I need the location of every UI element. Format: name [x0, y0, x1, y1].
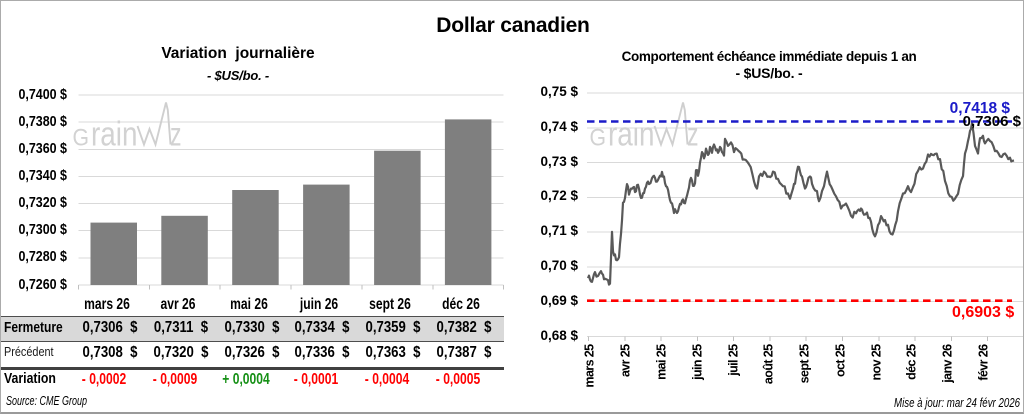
svg-text:z: z — [170, 116, 182, 153]
svg-text:z: z — [687, 116, 699, 153]
svg-text:G: G — [590, 125, 607, 152]
svg-text:rain: rain — [91, 116, 138, 154]
svg-text:G: G — [73, 125, 90, 152]
